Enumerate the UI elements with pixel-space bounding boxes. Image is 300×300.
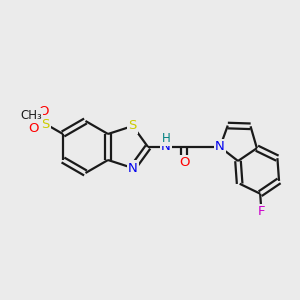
Text: N: N xyxy=(215,140,225,154)
Text: O: O xyxy=(29,122,39,135)
Text: CH₃: CH₃ xyxy=(20,109,42,122)
Text: O: O xyxy=(179,157,189,169)
Text: S: S xyxy=(41,118,50,130)
Text: F: F xyxy=(258,205,265,218)
Text: S: S xyxy=(128,119,137,133)
Text: O: O xyxy=(38,105,49,118)
Text: N: N xyxy=(128,161,138,175)
Text: H: H xyxy=(162,133,170,146)
Text: N: N xyxy=(161,140,171,154)
